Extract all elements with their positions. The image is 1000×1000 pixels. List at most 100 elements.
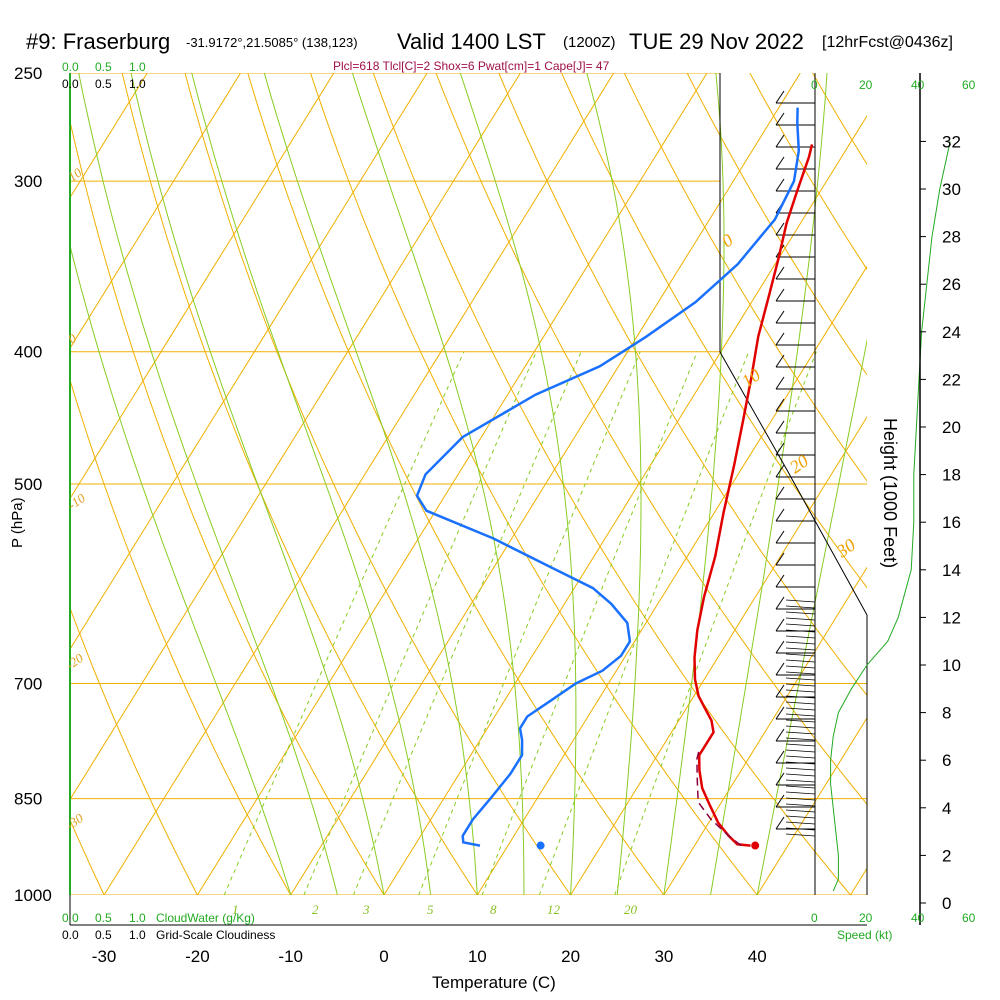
wind-barb-dense <box>785 773 816 777</box>
mixing-ratio-line <box>303 351 537 895</box>
wind-barb-dense <box>785 755 816 759</box>
cloud-bot-green-1: 0.5 <box>95 911 112 925</box>
speed-top-40: 40 <box>911 78 925 92</box>
cloudiness-label: Grid-Scale Cloudiness <box>156 928 275 942</box>
cloud-bot-black-1: 0.5 <box>95 928 112 942</box>
wind-barb-flag <box>775 552 785 566</box>
dry-adiabat-line <box>70 378 292 895</box>
wind-barb-flag <box>775 508 785 522</box>
cloud-axis-labels: 0.0 0.5 1.0 0.0 0.5 1.0 0.0 0.5 1.0 Clou… <box>62 60 275 942</box>
x-tick-label: 30 <box>654 947 673 966</box>
isotherm-line <box>103 73 615 895</box>
moist-adiabat-line <box>351 73 525 895</box>
height-tick-label: 6 <box>942 751 951 770</box>
speed-axis-labels: 0 20 40 60 0 20 40 60 Speed (kt) <box>811 78 976 942</box>
wind-barb-flag <box>775 134 785 148</box>
wind-barb-dense <box>785 683 816 687</box>
wind-barb-flag <box>775 464 785 478</box>
wind-barb-dense <box>785 641 816 645</box>
mixing-ratio-line <box>352 351 582 895</box>
p-tick-label: 300 <box>14 172 42 191</box>
wind-barb-dense <box>785 767 816 771</box>
wind-barb <box>775 794 815 808</box>
height-tick-label: 24 <box>942 323 961 342</box>
speed-bot-40: 40 <box>911 911 925 925</box>
p-tick-label: 850 <box>14 790 42 809</box>
isotherm-line <box>70 73 521 801</box>
cloud-top-black-2: 1.0 <box>129 77 146 91</box>
mixing-ratio-label: 8 <box>490 902 497 917</box>
height-tick-label: 18 <box>942 466 961 485</box>
height-tick-label: 10 <box>942 656 961 675</box>
wind-barb-flag <box>775 530 785 544</box>
height-tick-label: 2 <box>942 846 951 865</box>
height-axis-label: Height (1000 Feet) <box>880 418 900 568</box>
dry-adiabat-line <box>0 73 11 895</box>
mixing-ratio-line <box>481 351 698 895</box>
moist-adiabat-line <box>710 73 828 895</box>
wind-barb-dense <box>785 791 816 795</box>
wind-barb <box>775 530 815 544</box>
wind-barb-flag <box>775 112 785 126</box>
isotherm-line <box>756 717 867 895</box>
wind-barb-flag <box>775 288 785 302</box>
height-tick-label: 26 <box>942 275 961 294</box>
cloud-bot-green-0: 0.0 <box>62 911 79 925</box>
wind-barb-flag <box>775 376 785 390</box>
wind-barb <box>775 288 815 302</box>
y-axis-label: P (hPa) <box>9 497 26 548</box>
wind-barb-dense <box>785 785 816 789</box>
wind-barb-dense <box>785 749 816 753</box>
wind-barb <box>775 266 815 280</box>
parcel-trace <box>696 751 742 847</box>
wind-barb-dense <box>785 689 816 693</box>
wind-barb-dense <box>785 629 816 633</box>
wind-barb <box>775 486 815 500</box>
speed-bot-20: 20 <box>859 911 873 925</box>
cloudwater-label: CloudWater (g/Kg) <box>156 911 255 925</box>
isotherm-line <box>70 73 428 651</box>
wind-barb <box>775 508 815 522</box>
speed-axis-label: Speed (kt) <box>837 928 892 942</box>
wind-barb-flag <box>775 486 785 500</box>
surface-temperature-dot <box>751 841 760 850</box>
wind-barb <box>775 552 815 566</box>
utc-time: (1200Z) <box>563 34 616 51</box>
moist-adiabat-line <box>70 243 292 895</box>
dry-adiabat-label: 0 <box>718 230 737 252</box>
forecast-cycle: [12hrFcst@0436z] <box>822 34 953 51</box>
wind-barb-flag <box>775 266 785 280</box>
wind-barb-dense <box>785 809 816 813</box>
wind-barb-dense <box>785 719 816 723</box>
isotherm-line <box>570 416 867 895</box>
height-tick-label: 16 <box>942 513 961 532</box>
mixing-ratio-line <box>418 351 641 895</box>
dry-adiabat-line <box>623 73 867 482</box>
mixing-ratio-line <box>538 351 750 895</box>
wind-barb-dense <box>785 623 816 627</box>
wind-barb-flag <box>775 574 785 588</box>
height-tick-label: 12 <box>942 608 961 627</box>
wind-speed-profile <box>830 141 951 892</box>
station-coords: -31.9172°,21.5085° (138,123) <box>186 35 358 50</box>
mixing-ratio-label: 2 <box>312 902 319 917</box>
moist-adiabat-line <box>78 73 338 895</box>
wind-barb-dense <box>785 659 816 663</box>
speed-bot-0: 0 <box>811 911 818 925</box>
wind-barb-flag <box>775 420 785 434</box>
wind-barb-dense <box>785 779 816 783</box>
wind-barb <box>775 222 815 236</box>
wind-barb <box>775 90 815 104</box>
speed-bot-60: 60 <box>962 911 976 925</box>
wind-barb <box>775 640 815 654</box>
isotherm-line <box>70 73 335 500</box>
dry-adiabat-label: -30 <box>63 810 86 833</box>
wind-barb <box>775 354 815 368</box>
wind-barb <box>775 134 815 148</box>
moist-adiabat-line <box>586 73 642 895</box>
wind-barb <box>775 420 815 434</box>
wind-barb-dense <box>785 833 816 837</box>
dry-adiabat-line <box>121 73 478 895</box>
valid-time: Valid 1400 LST <box>397 29 546 54</box>
wind-barb-flag <box>775 772 785 786</box>
